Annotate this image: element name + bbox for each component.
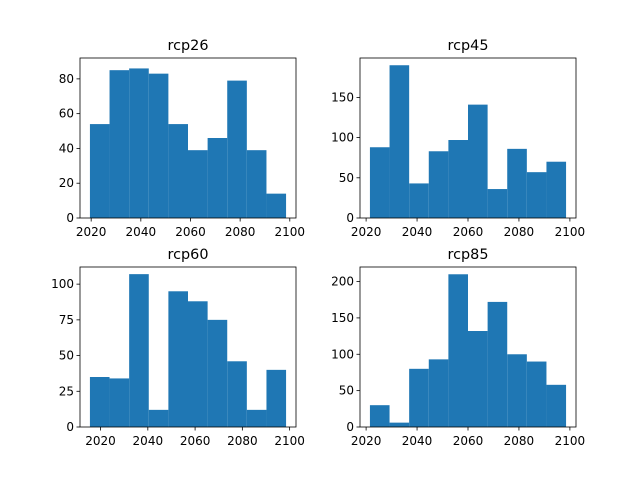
histogram-bar	[168, 124, 188, 218]
histogram-bar	[109, 378, 130, 427]
x-tick-label: 2020	[351, 434, 382, 448]
y-tick-label: 100	[51, 277, 74, 291]
histogram-bar	[546, 384, 567, 427]
histogram-bar	[89, 377, 110, 427]
histogram-bar	[468, 331, 488, 427]
x-tick-label: 2040	[126, 225, 157, 239]
x-tick-label: 2100	[274, 434, 305, 448]
y-tick-label: 200	[331, 275, 354, 289]
histogram-bar	[266, 193, 287, 218]
panel-title: rcp45	[448, 38, 489, 54]
x-tick-label: 2040	[402, 434, 433, 448]
histogram-bar	[369, 147, 390, 218]
histogram-bar	[526, 172, 547, 218]
panel-rcp60: rcp60 2020 2040 2060 2080 2100 0 25 50 75 100	[51, 247, 305, 448]
axes-frame	[79, 57, 297, 219]
histogram-bar	[148, 73, 169, 218]
x-tick-label: 2060	[453, 434, 484, 448]
y-tick-label: 20	[59, 176, 74, 190]
x-tick-label: 2080	[227, 434, 258, 448]
x-tick-label: 2080	[504, 434, 535, 448]
y-tick-label: 150	[331, 90, 354, 104]
histogram-bar	[227, 80, 247, 218]
histogram-bar	[487, 189, 508, 218]
y-tick-label: 0	[346, 211, 354, 225]
histogram-bar	[168, 291, 188, 427]
histogram-bar	[148, 409, 169, 427]
histogram-bar	[468, 104, 488, 218]
histogram-bar	[207, 319, 228, 427]
x-tick-label: 2060	[180, 434, 211, 448]
histogram-bar	[129, 68, 149, 218]
y-tick-label: 0	[66, 420, 74, 434]
x-tick-label: 2020	[85, 434, 116, 448]
histogram-bar	[188, 150, 208, 218]
y-tick-label: 25	[59, 384, 74, 398]
y-tick-label: 50	[59, 349, 74, 363]
x-tick-label: 2100	[275, 225, 306, 239]
histogram-bar	[188, 301, 208, 427]
y-tick-label: 100	[331, 131, 354, 145]
histogram-bar	[428, 359, 449, 427]
histogram-bar	[546, 161, 567, 218]
x-tick-label: 2020	[351, 225, 382, 239]
y-tick-label: 100	[331, 347, 354, 361]
x-tick-label: 2100	[555, 434, 586, 448]
y-tick-label: 40	[59, 141, 74, 155]
histogram-bar	[266, 369, 287, 427]
histogram-bar	[89, 124, 110, 218]
panel-title: rcp60	[168, 247, 209, 263]
y-tick-label: 0	[66, 211, 74, 225]
x-tick-label: 2040	[402, 225, 433, 239]
y-tick-label: 80	[59, 72, 74, 86]
histogram-bar	[409, 368, 429, 427]
y-tick-label: 0	[346, 420, 354, 434]
histogram-bar	[207, 138, 228, 218]
histogram-bar	[526, 361, 547, 427]
panel-rcp45: rcp45 2020 2040 2060 2080 2100 0 50 100 150	[331, 38, 585, 239]
y-tick-label: 50	[339, 171, 354, 185]
histogram-bar	[369, 405, 390, 427]
histogram-bar	[227, 361, 247, 427]
histogram-bar	[428, 151, 449, 218]
panel-title: rcp26	[168, 38, 209, 54]
histogram-bar	[129, 274, 149, 427]
histogram-bar	[507, 354, 527, 427]
histogram-bar	[487, 301, 508, 427]
x-tick-label: 2060	[453, 225, 484, 239]
x-tick-label: 2040	[133, 434, 164, 448]
panel-title: rcp85	[448, 247, 489, 263]
x-tick-label: 2060	[175, 225, 206, 239]
y-tick-label: 150	[331, 311, 354, 325]
x-tick-label: 2080	[504, 225, 535, 239]
y-tick-label: 75	[59, 313, 74, 327]
axes-frame	[79, 266, 297, 428]
histogram-bar	[389, 65, 410, 219]
x-tick-label: 2100	[555, 225, 586, 239]
y-tick-label: 60	[59, 107, 74, 121]
histogram-bar	[409, 183, 429, 218]
x-tick-label: 2080	[225, 225, 256, 239]
histogram-bar	[246, 150, 267, 218]
histogram-bar	[448, 274, 468, 427]
panel-rcp85: rcp85 2020 2040 2060 2080 2100 0 50 100 150 200	[331, 247, 585, 448]
histogram-bar	[507, 148, 527, 218]
histogram-bar	[448, 140, 468, 218]
y-tick-label: 50	[339, 384, 354, 398]
histogram-bar	[109, 70, 130, 218]
histogram-bar	[389, 422, 410, 427]
x-tick-label: 2020	[76, 225, 107, 239]
histogram-bar	[246, 409, 267, 427]
